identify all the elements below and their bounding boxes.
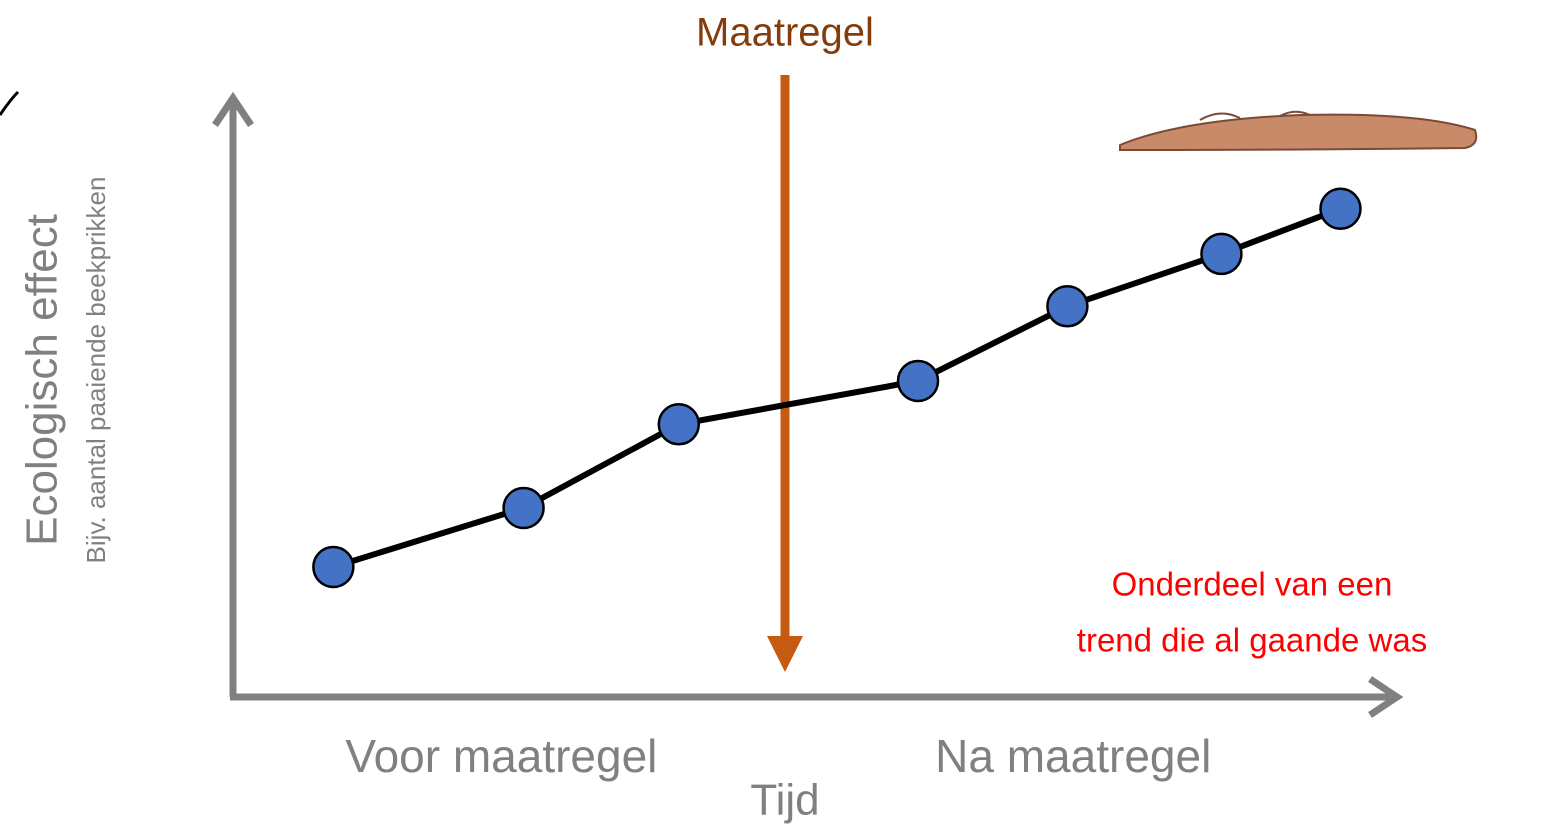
data-point [896, 359, 940, 403]
data-point [657, 403, 701, 446]
data-point [502, 486, 545, 530]
intervention-label: Maatregel [696, 11, 874, 55]
x-axis-label: Tijd [750, 776, 819, 825]
annotation: trend die al gaande was [1077, 622, 1427, 659]
data-point [1046, 285, 1089, 328]
trend-line [332, 205, 1342, 570]
intervention-arrowhead [766, 636, 803, 672]
period-label: Voor maatregel [345, 730, 657, 782]
period-label: Na maatregel [935, 730, 1211, 782]
annotation: Onderdeel van een [1112, 566, 1393, 603]
data-point [1200, 232, 1243, 276]
data-point [312, 545, 355, 589]
data-point [1319, 187, 1362, 231]
lamprey-icon [1119, 110, 1478, 152]
axes [212, 91, 1404, 718]
y-axis-sublabel: Bijv. aantal paaiende beekprikken [81, 177, 111, 564]
decoration [0, 90, 20, 116]
y-axis-label: Ecologisch effect [18, 214, 67, 546]
